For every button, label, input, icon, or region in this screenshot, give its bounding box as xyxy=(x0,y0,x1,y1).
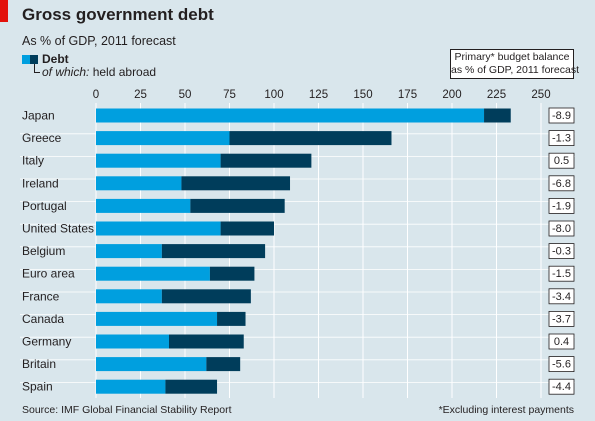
legend-label-of-which: of which: xyxy=(42,65,90,79)
balance-box xyxy=(548,333,575,350)
source-note: Source: IMF Global Financial Stability R… xyxy=(22,404,232,416)
balance-box xyxy=(548,175,575,192)
x-tick-label: 0 xyxy=(93,89,99,101)
bars xyxy=(96,108,511,394)
category-labels: Japan Greece Italy Ireland Portugal United St… xyxy=(22,109,94,394)
x-tick-label: 75 xyxy=(223,89,236,101)
chart-subtitle: As % of GDP, 2011 forecast xyxy=(22,34,176,48)
x-axis-ticks: 0 25 50 75 100 125 150 175 200 225 250 xyxy=(93,89,551,101)
balance-value: -4.4 xyxy=(552,381,571,393)
legend-label-debt: Debt xyxy=(42,52,69,66)
balance-box xyxy=(548,107,575,124)
bar-held-abroad-greece xyxy=(229,131,392,146)
balance-values: -8.9 -1.3 0.5 -6.8 -1.9 -8.0 -0.3 -1.5 -3.4 -3.7 0… xyxy=(548,107,575,395)
balance-value: -1.5 xyxy=(552,268,571,280)
balance-box xyxy=(548,288,575,305)
bar-debt-euro-area xyxy=(96,266,210,281)
legend-connector xyxy=(34,64,40,73)
legend-swatch-held-abroad xyxy=(30,55,38,64)
category-label: Ireland xyxy=(22,176,59,190)
bar-debt-belgium xyxy=(96,244,162,259)
category-label: Germany xyxy=(22,335,71,349)
balance-box xyxy=(548,243,575,260)
balance-box xyxy=(548,220,575,237)
bar-held-abroad-japan xyxy=(484,108,511,123)
bar-held-abroad-canada xyxy=(217,311,246,326)
bar-debt-italy xyxy=(96,153,221,168)
category-label: France xyxy=(22,289,60,303)
bar-debt-ireland xyxy=(96,176,182,191)
bar-held-abroad-belgium xyxy=(161,244,266,259)
balance-value: -3.4 xyxy=(552,291,571,303)
legend-label-held-abroad-text: held abroad xyxy=(89,65,157,79)
x-tick-label: 150 xyxy=(353,89,372,101)
balance-box xyxy=(548,152,575,169)
balance-header-line2: as % of GDP, 2011 forecast xyxy=(451,64,580,76)
x-tick-label: 25 xyxy=(134,89,147,101)
balance-value: -8.9 xyxy=(552,110,571,122)
category-label: Canada xyxy=(22,312,64,326)
x-tick-label: 50 xyxy=(179,89,192,101)
balance-value: -5.6 xyxy=(552,359,571,371)
balance-value: -3.7 xyxy=(552,313,571,325)
category-label: Japan xyxy=(22,109,55,123)
bar-debt-germany xyxy=(96,334,169,349)
balance-box xyxy=(548,265,575,282)
balance-box xyxy=(548,310,575,327)
category-label: United States xyxy=(22,222,94,236)
bar-debt-spain xyxy=(96,379,166,394)
bar-held-abroad-portugal xyxy=(190,198,285,213)
bar-held-abroad-spain xyxy=(165,379,218,394)
balance-value: -1.9 xyxy=(552,200,571,212)
bar-held-abroad-ireland xyxy=(181,176,291,191)
balance-box xyxy=(548,130,575,147)
balance-box xyxy=(548,378,575,395)
balance-value: -6.8 xyxy=(552,178,571,190)
balance-header-line1: Primary* budget balance xyxy=(454,51,570,63)
bar-held-abroad-euro-area xyxy=(209,266,255,281)
category-label: Italy xyxy=(22,154,44,168)
legend-label-held-abroad: of which: held abroad xyxy=(42,65,156,79)
balance-value: -0.3 xyxy=(552,246,571,258)
balance-value: 0.5 xyxy=(554,155,569,167)
category-label: Greece xyxy=(22,131,62,145)
legend-swatch-debt xyxy=(22,55,30,64)
balance-box xyxy=(548,356,575,373)
x-tick-label: 175 xyxy=(398,89,417,101)
x-tick-label: 100 xyxy=(264,89,283,101)
x-tick-label: 125 xyxy=(309,89,328,101)
balance-column-header: Primary* budget balance as % of GDP, 201… xyxy=(450,49,580,79)
balance-value: 0.4 xyxy=(554,336,569,348)
bar-debt-portugal xyxy=(96,198,191,213)
x-tick-label: 200 xyxy=(442,89,461,101)
balance-value: -1.3 xyxy=(552,133,571,145)
bar-debt-canada xyxy=(96,311,218,326)
legend: Debt of which: held abroad xyxy=(22,52,222,85)
bar-held-abroad-france xyxy=(161,289,251,304)
bar-debt-france xyxy=(96,289,162,304)
balance-box xyxy=(548,197,575,214)
bar-held-abroad-united-states xyxy=(220,221,274,236)
bar-debt-greece xyxy=(96,131,230,146)
bar-debt-japan xyxy=(96,108,485,123)
footnote: *Excluding interest payments xyxy=(438,404,574,416)
category-label: Britain xyxy=(22,357,56,371)
category-label: Euro area xyxy=(22,267,75,281)
bar-debt-united-states xyxy=(96,221,221,236)
bar-held-abroad-italy xyxy=(220,153,312,168)
chart-title: Gross government debt xyxy=(22,5,214,24)
bar-debt-britain xyxy=(96,357,207,372)
brand-tab xyxy=(0,0,8,22)
category-label: Spain xyxy=(22,380,53,394)
category-label: Belgium xyxy=(22,244,65,258)
x-tick-label: 225 xyxy=(487,89,506,101)
x-tick-label: 250 xyxy=(531,89,550,101)
category-label: Portugal xyxy=(22,199,67,213)
bar-held-abroad-germany xyxy=(168,334,244,349)
balance-value: -8.0 xyxy=(552,223,571,235)
bar-held-abroad-britain xyxy=(206,357,241,372)
